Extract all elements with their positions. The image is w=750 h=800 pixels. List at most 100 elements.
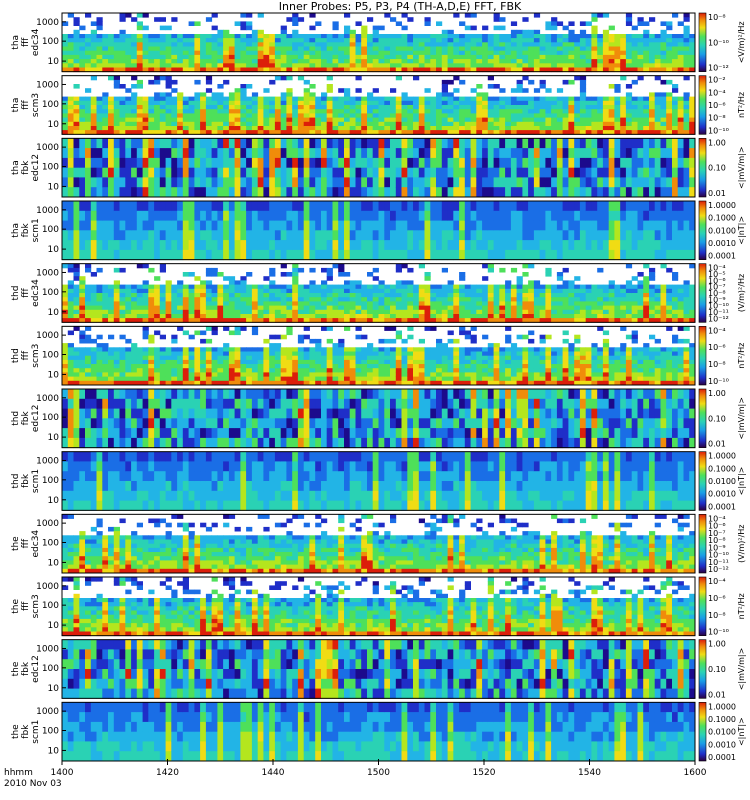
heatmap-cell (182, 105, 189, 110)
heatmap-cell (447, 121, 454, 127)
heatmap-cell (182, 42, 189, 47)
heatmap-cell (326, 75, 333, 81)
heatmap-cell (269, 96, 276, 102)
heatmap-cell (672, 177, 679, 188)
heatmap-cell (171, 230, 178, 241)
panel-ylabel: thdfffedc34 (11, 279, 41, 307)
heatmap-cell (499, 38, 506, 43)
heatmap-cell (251, 230, 259, 241)
heatmap-cell (309, 249, 316, 261)
heatmap-cell (355, 38, 362, 43)
heatmap-cell (620, 187, 627, 198)
heatmap-cell (125, 138, 132, 149)
heatmap-cell (148, 109, 155, 114)
heatmap-cell (240, 276, 247, 281)
heatmap-cell (390, 177, 397, 188)
heatmap-cell (303, 138, 310, 149)
heatmap-cell (556, 63, 564, 68)
heatmap-cell (528, 34, 535, 39)
heatmap-cell (401, 220, 408, 231)
heatmap-cell (338, 305, 345, 311)
heatmap-cell (424, 88, 431, 93)
heatmap-cell (539, 309, 546, 315)
heatmap-cell (165, 309, 172, 315)
heatmap-cell (390, 42, 397, 47)
heatmap-cell (390, 38, 397, 43)
heatmap-cell (413, 42, 420, 47)
heatmap-cell (528, 117, 535, 123)
heatmap-cell (367, 59, 374, 64)
heatmap-cell (251, 92, 259, 97)
heatmap-cell (315, 187, 322, 198)
heatmap-cell (424, 309, 431, 315)
heatmap-cell (269, 54, 276, 60)
heatmap-cell (148, 288, 155, 294)
heatmap-cell (148, 148, 155, 159)
heatmap-cell (470, 220, 477, 231)
heatmap-cell (332, 297, 339, 302)
heatmap-cell (355, 314, 362, 319)
heatmap-cell (119, 59, 126, 64)
heatmap-cell (263, 138, 270, 149)
heatmap-cell (689, 109, 696, 114)
heatmap-cell (441, 138, 448, 149)
heatmap-cell (436, 187, 443, 198)
heatmap-cell (654, 293, 661, 298)
heatmap-cell (677, 148, 684, 159)
heatmap-cell (67, 318, 74, 323)
heatmap-cell (424, 105, 431, 110)
heatmap-cell (62, 343, 69, 348)
heatmap-cell (332, 284, 339, 290)
heatmap-cell (344, 59, 351, 64)
heatmap-cell (257, 309, 264, 315)
heatmap-cell (269, 284, 276, 290)
heatmap-cell (85, 284, 92, 290)
heatmap-cell (223, 117, 230, 123)
heatmap-cell (96, 121, 103, 127)
heatmap-cell (528, 314, 535, 319)
heatmap-cell (315, 46, 322, 52)
heatmap-cell (418, 201, 425, 212)
heatmap-cell (430, 187, 437, 198)
heatmap-cell (562, 187, 569, 198)
heatmap-cell (551, 138, 558, 149)
heatmap-cell (493, 100, 500, 106)
heatmap-cell (407, 121, 414, 127)
heatmap-cell (579, 230, 587, 241)
heatmap-cell (516, 148, 523, 159)
heatmap-cell (62, 297, 69, 302)
heatmap-cell (205, 105, 213, 110)
heatmap-cell (113, 117, 120, 123)
heatmap-cell (539, 67, 546, 73)
heatmap-cell (464, 113, 471, 118)
heatmap-cell (568, 21, 575, 26)
heatmap-cell (510, 109, 518, 114)
heatmap-cell (470, 314, 477, 319)
heatmap-cell (263, 100, 270, 106)
heatmap-cell (579, 113, 587, 118)
heatmap-cell (349, 42, 356, 47)
heatmap-cell (522, 67, 529, 73)
heatmap-cell (482, 63, 489, 68)
heatmap-cell (251, 109, 259, 114)
heatmap-cell (280, 59, 287, 64)
heatmap-cell (309, 301, 316, 306)
ylabel-line: fbk (21, 222, 31, 237)
heatmap-cell (177, 318, 184, 323)
heatmap-cell (637, 297, 644, 302)
heatmap-cell (591, 157, 598, 169)
heatmap-cell (90, 293, 97, 298)
heatmap-cell (602, 293, 610, 298)
heatmap-cell (246, 288, 253, 294)
heatmap-cell (384, 230, 391, 241)
heatmap-cell (332, 138, 339, 149)
heatmap-cell (459, 54, 466, 60)
heatmap-cell (441, 63, 448, 68)
heatmap-cell (113, 75, 120, 81)
heatmap-cell (499, 100, 506, 106)
heatmap-cell (395, 297, 402, 302)
heatmap-cell (349, 38, 356, 43)
heatmap-cell (326, 276, 333, 281)
heatmap-cell (165, 284, 172, 290)
heatmap-cell (516, 113, 523, 118)
